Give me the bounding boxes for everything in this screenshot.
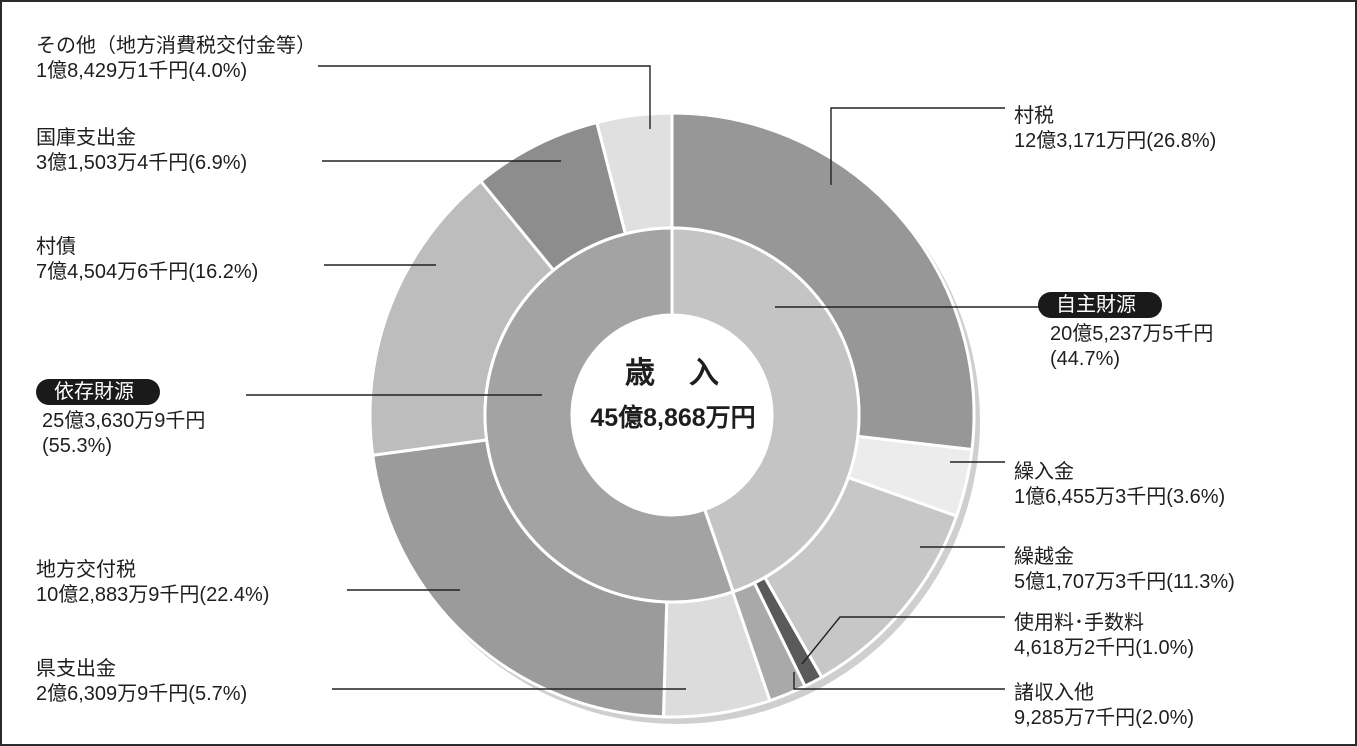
percent: (3.6%) xyxy=(1166,486,1226,508)
center-title: 歳 入 xyxy=(625,357,721,390)
label-ken-shishutsukin: 県支出金 2億6,309万9千円(5.7%) xyxy=(36,657,247,707)
percent: (2.0%) xyxy=(1135,707,1195,729)
amount: 10億2,883万9千円 xyxy=(36,584,200,606)
percent: (5.7%) xyxy=(188,683,248,705)
center-label: 歳 入 45億8,868万円 xyxy=(550,348,796,434)
amount: 4,618万2千円 xyxy=(1014,637,1136,659)
amount: 20億5,237万5千円 xyxy=(1050,323,1214,345)
name: 諸収入他 xyxy=(1014,682,1094,704)
name: 村税 xyxy=(1014,105,1054,127)
name: 繰入金 xyxy=(1014,461,1074,483)
leader-sonzei xyxy=(830,107,1005,185)
leader-shiyoryo xyxy=(801,616,1005,665)
name: 地方交付税 xyxy=(36,559,136,581)
center-total: 45億8,868万円 xyxy=(590,404,756,432)
percent: (6.9%) xyxy=(188,152,248,174)
label-chiho-kofuzei: 地方交付税 10億2,883万9千円(22.4%) xyxy=(36,558,269,608)
amount: 1億8,429万1千円 xyxy=(36,60,189,82)
amount: 5億1,707万3千円 xyxy=(1014,571,1167,593)
label-izon-zaigen: 依存財源 25億3,630万9千円 (55.3%) xyxy=(36,379,205,459)
percent: (26.8%) xyxy=(1146,130,1217,152)
inner-slice-0 xyxy=(670,226,861,594)
amount: 9,285万7千円 xyxy=(1014,707,1136,729)
name: 村債 xyxy=(36,236,76,258)
percent: (55.3%) xyxy=(42,435,113,457)
name: 国庫支出金 xyxy=(36,127,136,149)
percent: (1.0%) xyxy=(1135,637,1195,659)
label-shiyoryo: 使用料･手数料 4,618万2千円(1.0%) xyxy=(1014,611,1194,661)
badge-jishu-zaigen: 自主財源 xyxy=(1038,292,1162,318)
amount: 12億3,171万円 xyxy=(1014,130,1147,152)
leader-shoshunyu xyxy=(793,672,1005,690)
label-kurikoshikin: 繰越金 5億1,707万3千円(11.3%) xyxy=(1014,545,1235,595)
amount: 1億6,455万3千円 xyxy=(1014,486,1167,508)
percent: (16.2%) xyxy=(188,261,259,283)
name: 県支出金 xyxy=(36,658,116,680)
badge-izon-zaigen: 依存財源 xyxy=(36,379,160,405)
percent: (4.0%) xyxy=(188,60,248,82)
label-kokko-shishutsukin: 国庫支出金 3億1,503万4千円(6.9%) xyxy=(36,126,247,176)
label-sonzei: 村税 12億3,171万円(26.8%) xyxy=(1014,104,1216,154)
name: 使用料･手数料 xyxy=(1014,612,1144,634)
percent: (11.3%) xyxy=(1166,571,1235,593)
name: 繰越金 xyxy=(1014,546,1074,568)
label-sonota: その他（地方消費税交付金等） 1億8,429万1千円(4.0%) xyxy=(36,34,316,84)
label-jishu-zaigen: 自主財源 20億5,237万5千円 (44.7%) xyxy=(1038,292,1213,372)
label-shoshunyu: 諸収入他 9,285万7千円(2.0%) xyxy=(1014,681,1194,731)
amount: 3億1,503万4千円 xyxy=(36,152,189,174)
amount: 2億6,309万9千円 xyxy=(36,683,189,705)
inner-slice-1 xyxy=(483,226,736,604)
percent: (22.4%) xyxy=(199,584,270,606)
leader-sonota xyxy=(318,65,651,129)
amount: 7億4,504万6千円 xyxy=(36,261,189,283)
label-kurirekin: 繰入金 1億6,455万3千円(3.6%) xyxy=(1014,460,1225,510)
amount: 25億3,630万9千円 xyxy=(42,410,206,432)
percent: (44.7%) xyxy=(1050,348,1121,370)
name: その他（地方消費税交付金等） xyxy=(36,35,316,57)
donut-hole xyxy=(573,316,771,514)
label-sonsai: 村債 7億4,504万6千円(16.2%) xyxy=(36,235,258,285)
